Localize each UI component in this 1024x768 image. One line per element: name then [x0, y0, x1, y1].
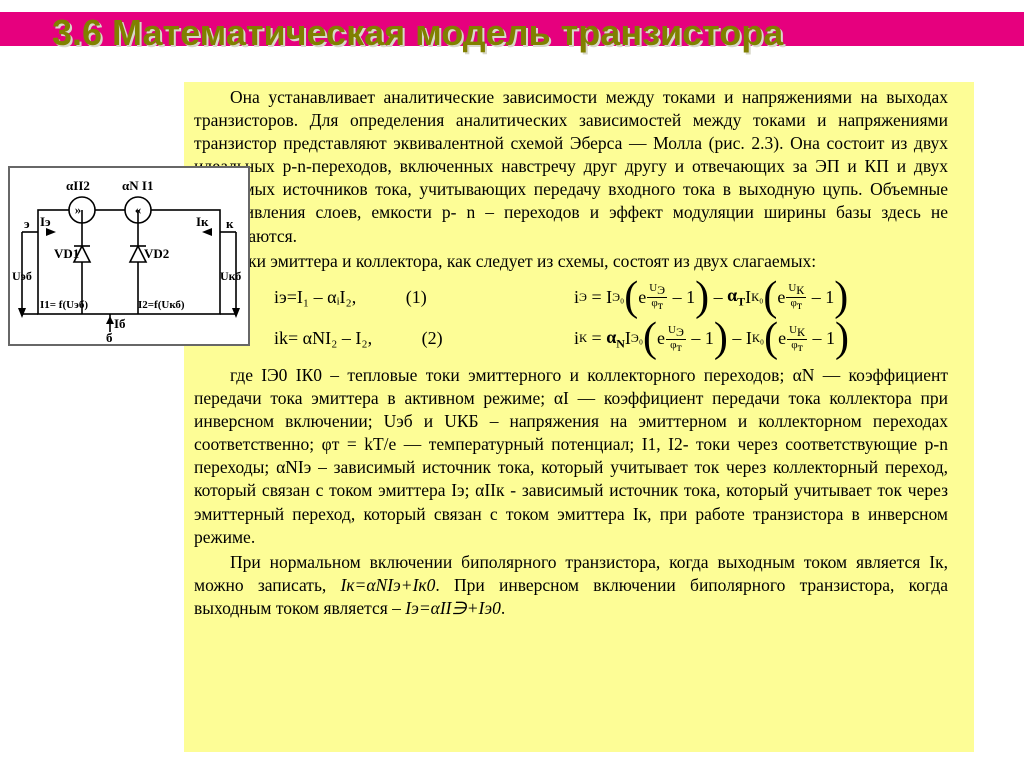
- lbl-src-right: αN I1: [122, 178, 153, 193]
- paragraph-1: Она устанавливает аналитические зависимо…: [194, 86, 948, 248]
- body-text: Она устанавливает аналитические зависимо…: [184, 82, 974, 752]
- lbl-k: к: [226, 216, 234, 231]
- paragraph-2: Токи эмиттера и коллектора, как следует …: [194, 250, 948, 273]
- lbl-I2eq: I2=f(Uкб): [138, 299, 185, 311]
- lbl-Ukb: Uкб: [220, 269, 241, 283]
- eq2-left: ik= αNI₂ – I₂, (2): [194, 327, 574, 351]
- eq1-left: iэ=I₁ – αᵢI₂, (1): [194, 286, 574, 310]
- lbl-src-left-glyph: »: [75, 202, 82, 217]
- lbl-Ik: Iк: [196, 214, 209, 229]
- lbl-I1eq: I1= f(Uэб): [40, 299, 88, 311]
- lbl-src-left: αII2: [66, 178, 90, 193]
- p4-c: .: [501, 598, 505, 618]
- eq2-num: (2): [422, 328, 443, 348]
- lbl-src-right-glyph: «: [135, 202, 142, 217]
- eq1-text: iэ=I₁ – αᵢI₂,: [274, 287, 356, 307]
- p4-ital: Iк=αNIэ+Iк0: [341, 575, 436, 595]
- eq2-text: ik= αNI₂ – I₂,: [274, 328, 372, 348]
- lbl-Ueb: Uэб: [12, 269, 32, 283]
- lbl-vd2: VD2: [144, 246, 169, 261]
- page-title: 3.6 Математическая модель транзистора: [52, 10, 783, 55]
- lbl-Ie: Iэ: [40, 214, 51, 229]
- lbl-e: э: [24, 216, 30, 231]
- eq2-right: iК = αNIЭ₀ eUЭφт – 1 – IК₀ eUКφт – 1: [574, 322, 849, 356]
- lbl-Ib: Iб: [114, 316, 126, 331]
- eq1-right: iЭ = IЭ₀ eUЭφт – 1 – αТIК₀ eUКφт – 1: [574, 281, 848, 315]
- eq1-num: (1): [406, 287, 427, 307]
- paragraph-3: где IЭ0 IК0 – тепловые токи эмиттерного …: [194, 364, 948, 549]
- lbl-b: б: [106, 330, 113, 344]
- equation-row-2: ik= αNI₂ – I₂, (2) iК = αNIЭ₀ eUЭφт – 1 …: [194, 322, 948, 356]
- p4-ital2: Iэ=αII∋+Iэ0: [405, 598, 501, 618]
- ebers-moll-circuit: αII2 αN I1 » « VD1 VD2 э к б Iэ Iк Iб Uэ…: [8, 166, 250, 346]
- paragraph-4: При нормальном включении биполярного тра…: [194, 551, 948, 620]
- equation-row-1: iэ=I₁ – αᵢI₂, (1) iЭ = IЭ₀ eUЭφт – 1 – α…: [194, 281, 948, 315]
- lbl-vd1: VD1: [54, 246, 79, 261]
